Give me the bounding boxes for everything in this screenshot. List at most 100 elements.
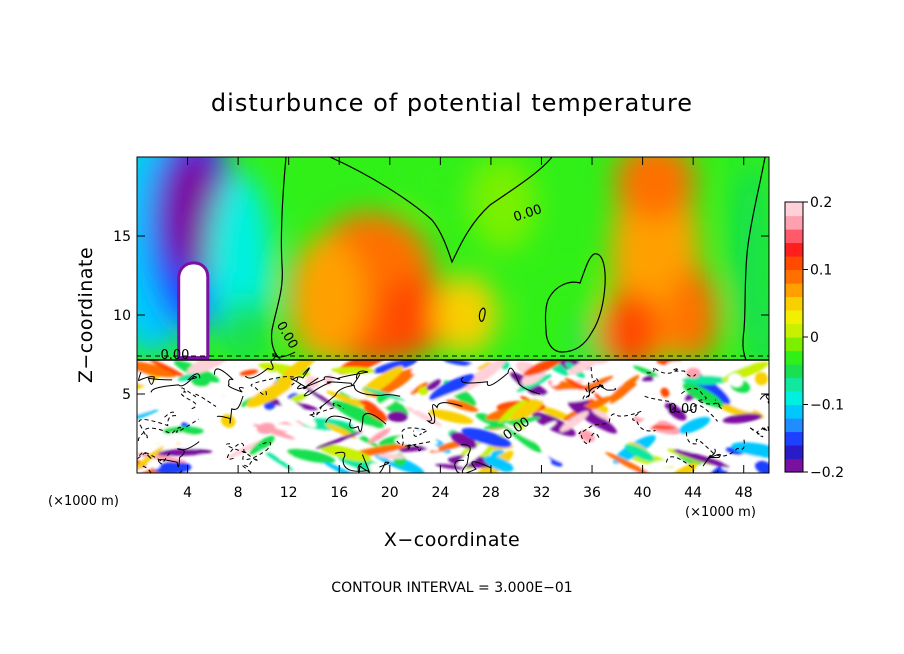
lower-streak-38: [428, 409, 474, 424]
lower-streak-234: [394, 429, 445, 445]
colorbar-step-7: [785, 364, 803, 379]
colorbar-step-10: [785, 323, 803, 338]
lower-streak-35: [426, 360, 456, 365]
lower-streak-255: [315, 431, 364, 449]
lower-streak-106: [608, 374, 640, 401]
upper-blob-5: [219, 299, 270, 360]
lower-streak-216: [627, 409, 668, 438]
lower-contour-12: [158, 441, 200, 468]
lower-streak-119: [287, 448, 336, 464]
lower-streak-132: [305, 387, 337, 409]
lower-streak-103: [376, 394, 409, 417]
lower-streak-92: [660, 387, 670, 398]
lower-contour-34: [290, 367, 319, 390]
lower-streak-177: [405, 406, 443, 427]
lower-streak-143: [239, 369, 259, 376]
lower-streak-108: [460, 360, 507, 392]
lower-contour-22: [460, 444, 492, 473]
x-axis: 4 8 12 16 20 24 28 32 36 40 44 48: [183, 157, 753, 501]
lower-streak-158: [591, 409, 611, 421]
colorbar-step-2: [785, 431, 803, 446]
colorbar-step-6: [785, 377, 803, 392]
below-scale-core: [177, 261, 210, 360]
lower-streak-199: [187, 360, 233, 375]
lower-streak-134: [332, 400, 385, 429]
lower-contour-4: [303, 374, 361, 397]
upper-blob-9: [377, 277, 453, 353]
lower-streak-147: [721, 452, 762, 471]
lower-streak-165: [498, 399, 528, 425]
lower-streak-112: [286, 381, 338, 413]
lower-contours: [137, 351, 769, 473]
lower-streak-170: [354, 365, 404, 401]
lower-streak-46: [226, 438, 267, 459]
colorbar-step-3: [785, 418, 803, 433]
lower-streak-186: [625, 385, 652, 400]
lower-contour-19: [578, 423, 610, 445]
lower-streak-175: [456, 441, 489, 469]
contour-interval-note: CONTOUR INTERVAL = 3.000E−01: [331, 580, 572, 596]
zero-contour-center: [329, 157, 553, 264]
upper-blob-12: [470, 157, 537, 252]
lower-streak-60: [342, 423, 379, 445]
lower-contour-5: [137, 452, 170, 463]
lower-streak-254: [503, 423, 543, 445]
upper-field: [137, 157, 769, 360]
y-axis-title: Z−coordinate: [75, 247, 97, 383]
lower-streak-115: [183, 383, 227, 398]
lower-contour-10: [325, 412, 387, 433]
lower-contour-28: [454, 459, 465, 473]
lower-contour-14: [460, 367, 541, 395]
colorbar-label-3: −0.1: [810, 398, 844, 414]
lower-streak-121: [648, 425, 676, 430]
lower-streak-184: [435, 463, 466, 470]
lower-streak-146: [411, 360, 444, 374]
colorbar-step-1: [785, 445, 803, 460]
colorbar-step-14: [785, 269, 803, 284]
lower-streak-251: [526, 453, 551, 466]
lower-streak-236: [682, 382, 724, 408]
colorbar-steps: [785, 202, 803, 473]
x-unit-label-right: (×1000 m): [685, 505, 756, 520]
x-tick-label-6: 28: [482, 485, 500, 501]
lower-streak-252: [318, 444, 372, 462]
lower-contour-31: [681, 387, 723, 409]
x-tick-label-8: 36: [583, 485, 601, 501]
colorbar: 0.2 0.1 0 −0.1 −0.2: [784, 195, 844, 481]
lower-streak-49: [190, 464, 211, 472]
x-tick-label-2: 12: [280, 485, 298, 501]
x-tick-label-7: 32: [533, 485, 551, 501]
lower-field: [137, 360, 769, 473]
lower-contour-35: [137, 418, 199, 442]
lower-contour-2: [319, 384, 401, 409]
x-unit-label-left: (×1000 m): [48, 494, 119, 509]
lower-streak-191: [323, 461, 361, 473]
colorbar-step-4: [785, 404, 803, 419]
x-tick-label-3: 16: [330, 485, 348, 501]
lower-streak-151: [567, 401, 617, 434]
lower-contour-13: [250, 376, 299, 396]
lower-contour-11: [226, 441, 272, 460]
lower-streak-26: [539, 406, 572, 421]
lower-streak-194: [510, 397, 545, 422]
x-tick-label-10: 44: [684, 485, 702, 501]
upper-blob-11: [402, 157, 491, 213]
lower-streak-250: [377, 453, 406, 459]
lower-streak-136: [375, 396, 398, 411]
lower-streak-130: [141, 415, 182, 429]
lower-contour-0: [426, 402, 463, 424]
lower-streak-245: [516, 423, 525, 431]
x-tick-label-5: 24: [431, 485, 449, 501]
lower-streak-207: [256, 422, 276, 434]
lower-streak-166: [418, 386, 429, 396]
lower-contour-6: [213, 368, 244, 393]
lower-streak-212: [306, 433, 341, 445]
zero-contour-left: [270, 157, 287, 361]
lower-streak-224: [368, 428, 391, 444]
lower-contour-20: [702, 448, 721, 467]
lower-streak-201: [362, 387, 405, 401]
lower-contour-23: [404, 441, 431, 452]
lower-streak-203: [270, 423, 316, 435]
lower-streak-189: [277, 360, 321, 385]
lower-streak-164: [429, 373, 475, 401]
